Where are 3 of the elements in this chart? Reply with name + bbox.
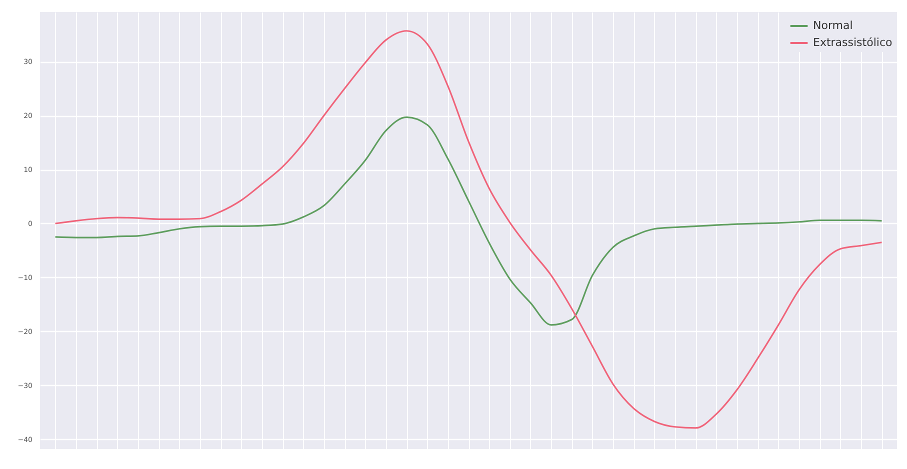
line-series [54,116,883,326]
legend-label: Extrassistólico [813,36,892,49]
legend-label: Normal [813,19,853,32]
